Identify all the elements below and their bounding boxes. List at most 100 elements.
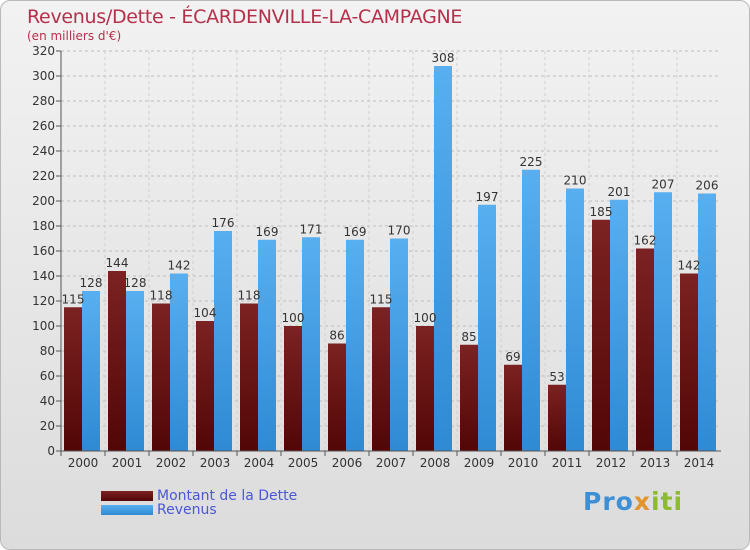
legend-item-dette: Montant de la Dette (101, 489, 297, 503)
data-label-revenus: 308 (432, 51, 455, 65)
data-label-dette: 86 (329, 329, 344, 343)
legend-item-revenus: Revenus (101, 503, 217, 517)
y-tick-label: 140 (32, 269, 55, 283)
data-label-dette: 104 (194, 306, 217, 320)
bar-dette (504, 364, 522, 451)
bar-revenus (566, 188, 584, 451)
data-label-dette: 69 (505, 350, 520, 364)
data-label-dette: 142 (678, 259, 701, 273)
bar-dette (460, 344, 478, 451)
bar-dette (548, 384, 566, 451)
bar-dette (64, 307, 82, 451)
bar-dette (152, 303, 170, 451)
bar-revenus (522, 169, 540, 451)
data-label-revenus: 128 (124, 276, 147, 290)
bar-revenus (390, 238, 408, 451)
labels-group: 0 20 40 60 80 100 120 140 160 180 200 220 240 260 280 3… (32, 44, 718, 470)
y-tick-label: 40 (40, 394, 55, 408)
y-tick-label: 280 (32, 94, 55, 108)
y-tick-label: 320 (32, 44, 55, 58)
data-label-dette: 100 (414, 311, 437, 325)
y-tick-label: 20 (40, 419, 55, 433)
legend-label-revenus: Revenus (157, 502, 217, 518)
data-label-dette: 144 (106, 256, 129, 270)
chart-title: Revenus/Dette - ÉCARDENVILLE-LA-CAMPAGNE (27, 6, 463, 28)
data-label-dette: 118 (150, 289, 173, 303)
chart-subtitle: (en milliers d'€) (27, 29, 122, 43)
x-tick-label: 2012 (596, 456, 627, 470)
data-label-dette: 85 (461, 330, 476, 344)
bar-revenus (170, 273, 188, 451)
bar-revenus (654, 192, 672, 451)
y-tick-label: 0 (47, 444, 55, 458)
proxiti-logo: Proxiti (583, 487, 684, 516)
data-label-revenus: 169 (256, 225, 279, 239)
y-tick-label: 300 (32, 69, 55, 83)
bars-group (64, 66, 716, 451)
x-tick-label: 2011 (552, 456, 583, 470)
data-label-revenus: 176 (212, 216, 235, 230)
data-label-revenus: 201 (608, 185, 631, 199)
data-label-dette: 115 (62, 292, 85, 306)
data-label-dette: 115 (370, 292, 393, 306)
bar-revenus (126, 291, 144, 451)
data-label-revenus: 169 (344, 225, 367, 239)
x-tick-label: 2005 (288, 456, 319, 470)
axes-group (56, 50, 721, 456)
x-tick-label: 2002 (156, 456, 187, 470)
x-tick-label: 2009 (464, 456, 495, 470)
bar-dette (680, 273, 698, 451)
data-label-dette: 100 (282, 311, 305, 325)
data-label-dette: 162 (634, 234, 657, 248)
data-label-revenus: 170 (388, 224, 411, 238)
y-tick-label: 100 (32, 319, 55, 333)
x-tick-label: 2006 (332, 456, 363, 470)
y-tick-label: 180 (32, 219, 55, 233)
bar-revenus (214, 231, 232, 451)
data-label-dette: 118 (238, 289, 261, 303)
x-tick-label: 2001 (112, 456, 143, 470)
bar-dette (636, 248, 654, 451)
data-label-revenus: 210 (564, 174, 587, 188)
bar-revenus (302, 237, 320, 451)
data-label-revenus: 128 (80, 276, 103, 290)
bar-dette (372, 307, 390, 451)
x-tick-label: 2010 (508, 456, 539, 470)
y-tick-label: 200 (32, 194, 55, 208)
bar-dette (592, 219, 610, 451)
data-label-revenus: 171 (300, 222, 323, 236)
x-tick-label: 2004 (244, 456, 275, 470)
x-tick-label: 2013 (640, 456, 671, 470)
x-tick-label: 2007 (376, 456, 407, 470)
y-tick-label: 240 (32, 144, 55, 158)
bar-dette (196, 321, 214, 451)
bar-dette (108, 271, 126, 451)
bar-dette (328, 343, 346, 451)
data-label-revenus: 206 (696, 179, 719, 193)
legend-swatch-revenus (101, 505, 153, 515)
bar-revenus (258, 239, 276, 451)
data-label-revenus: 207 (652, 177, 675, 191)
legend-swatch-dette (101, 491, 153, 501)
bar-revenus (346, 239, 364, 451)
bar-dette (416, 326, 434, 451)
bar-dette (284, 326, 302, 451)
data-label-dette: 53 (549, 370, 564, 384)
y-tick-label: 160 (32, 244, 55, 258)
bar-revenus (434, 66, 452, 451)
y-tick-label: 260 (32, 119, 55, 133)
x-tick-label: 2003 (200, 456, 231, 470)
y-tick-label: 220 (32, 169, 55, 183)
bar-revenus (478, 204, 496, 451)
x-tick-label: 2008 (420, 456, 451, 470)
x-tick-label: 2000 (68, 456, 99, 470)
bar-dette (240, 303, 258, 451)
data-label-dette: 185 (590, 205, 613, 219)
bar-revenus (610, 199, 628, 451)
bar-revenus (698, 193, 716, 451)
y-tick-label: 120 (32, 294, 55, 308)
bar-revenus (82, 291, 100, 451)
x-tick-label: 2014 (684, 456, 715, 470)
data-label-revenus: 197 (476, 190, 499, 204)
